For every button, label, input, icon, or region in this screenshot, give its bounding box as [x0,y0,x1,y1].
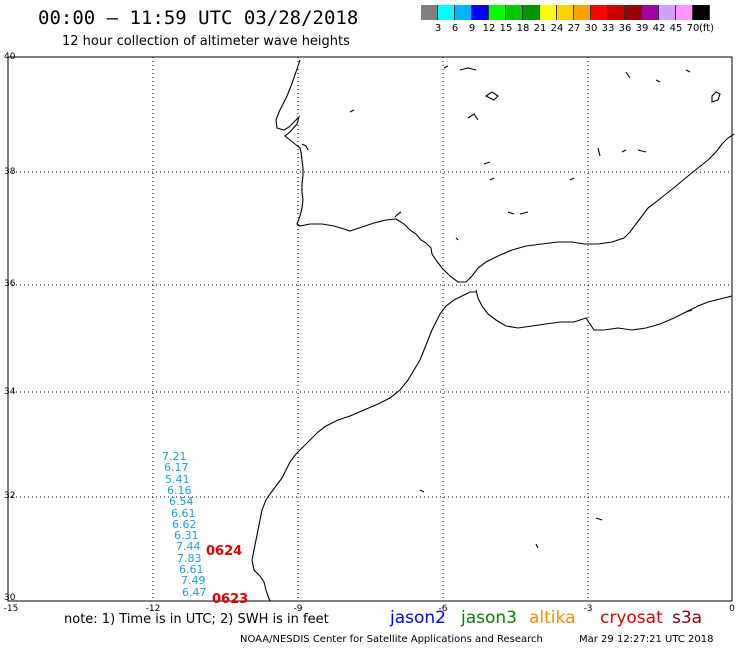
latitude-label: 40 [4,52,16,62]
credit-line: NOAA/NESDIS Center for Satellite Applica… [240,634,543,645]
wave-height-value: 7.21 [162,450,187,463]
graticule [8,57,732,601]
coastline-islands [349,65,693,549]
longitude-label: -9 [293,604,303,614]
legend-cryosat: cryosat [600,608,663,628]
colorbar-tick-label: 24 [550,23,564,34]
latitude-label: 32 [4,491,16,501]
colorbar-swatch [693,5,710,20]
wave-height-value: 6.16 [167,484,192,497]
colorbar-swatch [421,5,438,20]
colorbar-tick-label: 45 [669,23,683,34]
colorbar-tick-label: 18 [516,23,530,34]
colorbar-swatch [608,5,625,20]
coastline-morocco-atlantic [251,291,476,602]
coastline-gibraltar-strait-north [301,143,402,218]
latitude-label: 30 [4,593,16,603]
pass-id-label: 0623 [212,592,249,607]
colorbar-swatch [676,5,693,20]
wave-height-value: 7.44 [176,540,201,553]
colorbar-tick-label: 30 [584,23,598,34]
colorbar-swatch [591,5,608,20]
colorbar-swatch [574,5,591,20]
colorbar-tick-label: 3 [434,23,442,34]
colorbar-swatch [489,5,506,20]
colorbar-swatch [523,5,540,20]
legend-s3a: s3a [672,608,703,628]
longitude-label: -6 [438,604,448,614]
wave-height-value: 6.54 [169,495,194,508]
colorbar-tick-label: 6 [451,23,459,34]
colorbar-swatch [642,5,659,20]
colorbar-swatch [540,5,557,20]
colorbar-swatch [625,5,642,20]
coastline-north-africa-med [475,289,733,331]
map-title: 00:00 – 11:59 UTC 03/28/2018 [38,7,359,29]
coastline-balearic-mallorca [711,91,721,103]
colorbar-tick-label: 36 [618,23,632,34]
colorbar-swatch [472,5,489,20]
map-subtitle: 12 hour collection of altimeter wave hei… [62,34,350,49]
colorbar-tick-label: 42 [652,23,666,34]
wave-height-value: 7.49 [181,574,206,587]
wave-height-value: 7.83 [177,552,202,565]
latitude-label: 38 [4,167,16,177]
footnote: note: 1) Time is in UTC; 2) SWH is in fe… [64,612,329,627]
wave-height-value: 5.41 [165,473,190,486]
wave-height-value: 6.17 [164,461,189,474]
wave-height-value: 6.62 [172,518,197,531]
colorbar-tick-label: 15 [499,23,513,34]
colorbar-tick-label: 33 [601,23,615,34]
colorbar-swatch [506,5,523,20]
legend-jason2: jason2 [390,608,446,628]
latitude-label: 34 [4,387,16,397]
legend-altika: altika [529,608,576,628]
colorbar-swatch [557,5,574,20]
colorbar-tick-label: 27 [567,23,581,34]
colorbar-tick-label: 70 [686,23,700,34]
colorbar-swatch [659,5,676,20]
coastline-iberia-atlantic [275,59,735,283]
colorbar-tick-label: 21 [533,23,547,34]
colorbar-swatch [438,5,455,20]
colorbar-swatch [455,5,472,20]
longitude-label: 0 [729,604,735,614]
pass-id-label: 0624 [206,544,243,559]
longitude-label: -12 [145,604,161,614]
wave-height-value: 6.61 [179,563,204,576]
colorbar-tick-label: 9 [468,23,476,34]
colorbar-unit: (ft) [699,23,715,34]
wave-height-value: 6.47 [182,586,207,599]
colorbar-tick-label: 12 [482,23,496,34]
map-frame [7,56,733,602]
colorbar-tick-label: 39 [635,23,649,34]
legend-jason3: jason3 [461,608,517,628]
wave-height-value: 6.31 [174,529,199,542]
longitude-label: -3 [583,604,593,614]
wave-height-value: 6.61 [171,507,196,520]
longitude-label: -15 [3,604,19,614]
generation-timestamp: Mar 29 12:27:21 UTC 2018 [579,634,714,645]
latitude-label: 36 [4,279,16,289]
